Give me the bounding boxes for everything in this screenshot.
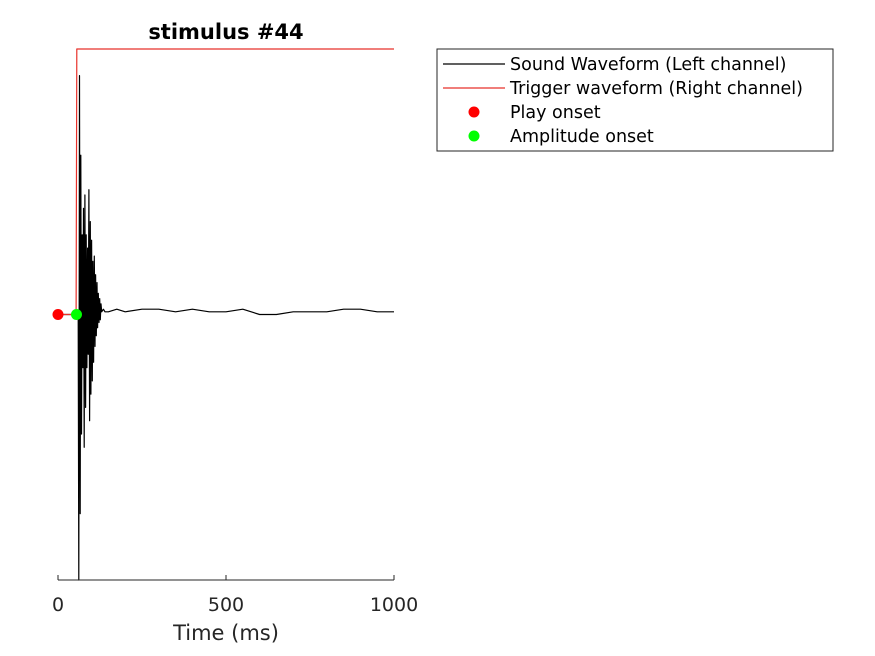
legend-box [436, 48, 834, 152]
series-line-0 [58, 74, 394, 581]
plot-area [52, 48, 394, 581]
x-tick-label: 1000 [370, 594, 418, 616]
legend-entry-label: Play onset [510, 103, 601, 123]
legend: Sound Waveform (Left channel) Trigger wav… [436, 48, 834, 152]
chart-title: stimulus #44 [148, 20, 303, 44]
series-line-1 [58, 48, 394, 316]
legend-swatch-marker [468, 106, 480, 118]
x-axis-ticks: 0 500 1000 [52, 575, 418, 616]
legend-entry-label: Sound Waveform (Left channel) [510, 55, 786, 75]
x-axis-label: Time (ms) [172, 621, 279, 645]
x-tick-label: 500 [208, 594, 244, 616]
legend-entry-label: Amplitude onset [510, 127, 654, 147]
legend-entry-label: Trigger waveform (Right channel) [509, 79, 803, 99]
series-marker-3 [70, 309, 82, 320]
legend-swatch-marker [468, 130, 480, 142]
x-tick-label: 0 [52, 594, 64, 616]
series-marker-2 [52, 309, 64, 320]
